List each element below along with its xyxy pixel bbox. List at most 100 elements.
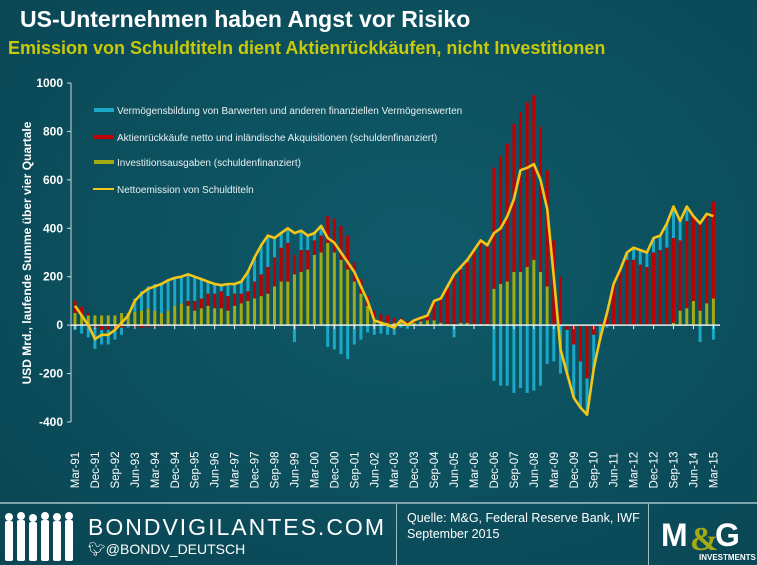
bar-segment-aktienrueckkaeufe [632,259,636,326]
people-silhouettes-icon [5,512,73,561]
bar-segment-vermoegensbildung [153,283,157,311]
bar-segment-vermoegensbildung [319,225,323,236]
bar-segment-vermoegensbildung [525,325,529,393]
source-line: Quelle: M&G, Federal Reserve Bank, IWF [407,511,640,525]
bar-segment-investitionsausgaben [286,281,290,326]
legend-label-aktienrueckkaeufe: Aktienrückkäufe netto und inländische Ak… [117,133,437,144]
bar-segment-investitionsausgaben [339,259,343,326]
bar-segment-vermoegensbildung [326,325,330,347]
bar-segment-investitionsausgaben [492,288,496,326]
bar-segment-vermoegensbildung [399,325,403,328]
bar-segment-aktienrueckkaeufe [253,281,257,299]
bar-segment-investitionsausgaben [173,305,177,326]
legend-swatch-cyan [94,108,114,112]
bar-segment-aktienrueckkaeufe [711,201,715,299]
x-tick-label: Dec-94 [170,451,182,489]
bar-segment-aktienrueckkaeufe [652,252,656,326]
bar-segment-investitionsausgaben [465,322,469,326]
bar-segment-investitionsausgaben [711,298,715,326]
bar-segment-aktienrueckkaeufe [419,319,423,322]
bar-segment-aktienrueckkaeufe [226,296,230,311]
bar-segment-vermoegensbildung [565,329,569,374]
bar-segment-aktienrueckkaeufe [199,298,203,309]
bar-segment-investitionsausgaben [366,305,370,326]
bar-segment-investitionsausgaben [179,303,183,326]
bar-segment-vermoegensbildung [186,274,190,301]
y-tick-label: 600 [43,173,63,187]
bar-segment-investitionsausgaben [372,320,376,326]
page-subtitle: Emission von Schuldtiteln dient Aktienrü… [8,38,606,58]
bar-segment-vermoegensbildung [545,325,549,364]
legend: Vermögensbildung von Barwerten und ander… [93,106,462,196]
bar-segment-aktienrueckkaeufe [439,298,443,323]
bar-segment-vermoegensbildung [519,325,523,389]
bar-segment-investitionsausgaben [705,303,709,326]
bar-segment-investitionsausgaben [219,308,223,326]
y-tick-label: 800 [43,124,63,138]
bar-segment-vermoegensbildung [286,228,290,243]
mg-investments-logo: M & G INVESTMENTS [661,517,757,562]
x-tick-label: Jun-96 [210,452,222,487]
bar-segment-vermoegensbildung [598,325,602,340]
page-title: US-Unternehmen haben Angst vor Risiko [20,6,471,32]
bar-segment-investitionsausgaben [73,313,77,326]
bar-segment-aktienrueckkaeufe [286,242,290,282]
bar-segment-vermoegensbildung [499,325,503,386]
bar-segment-vermoegensbildung [166,280,170,311]
bar-segment-aktienrueckkaeufe [638,264,642,326]
bar-segment-vermoegensbildung [678,221,682,241]
bar-segment-vermoegensbildung [339,325,343,355]
bar-segment-aktienrueckkaeufe [645,267,649,326]
x-tick-label: Dec-12 [649,451,661,488]
bar-segment-investitionsausgaben [246,300,250,326]
bar-segment-vermoegensbildung [239,281,243,294]
bar-segment-vermoegensbildung [253,257,257,282]
bar-segment-investitionsausgaben [691,300,695,326]
x-tick-label: Sep-04 [429,451,441,489]
bar-segment-investitionsausgaben [140,310,143,326]
bar-segment-aktienrueckkaeufe [432,300,436,321]
bar-segment-investitionsausgaben [213,308,217,326]
bar-segment-vermoegensbildung [266,235,270,268]
x-tick-label: Jun-14 [688,452,700,488]
bar-segment-aktienrueckkaeufe [658,250,662,326]
bar-segment-investitionsausgaben [319,252,323,326]
legend-label-nettoemission: Nettoemission von Schuldtiteln [117,185,254,196]
twitter-icon: 🐦︎ [88,541,106,557]
legend-swatch-red [94,135,114,139]
bar-segment-investitionsausgaben [120,313,124,326]
x-tick-label: Jun-05 [449,452,461,487]
twitter-handle[interactable]: 🐦︎@BONDV_DEUTSCH [88,541,245,558]
bar-segment-investitionsausgaben [525,267,529,326]
bar-segment-aktienrueckkaeufe [246,291,250,301]
bar-segment-investitionsausgaben [392,322,396,326]
site-name[interactable]: BONDVIGILANTES.COM [88,514,386,540]
bar-segment-investitionsausgaben [545,286,549,326]
bar-segment-aktienrueckkaeufe [472,251,476,324]
bar-segment-vermoegensbildung [120,327,124,335]
bar-segment-vermoegensbildung [505,325,509,386]
twitter-handle-text: @BONDV_DEUTSCH [105,541,246,557]
bar-segment-investitionsausgaben [166,310,170,326]
bar-segment-investitionsausgaben [359,293,363,326]
x-tick-label: Jun-11 [609,453,621,487]
bar-segment-aktienrueckkaeufe [106,325,110,330]
svg-text:G: G [715,517,740,553]
bar-segment-investitionsausgaben [80,314,84,326]
bar-segment-aktienrueckkaeufe [279,247,283,282]
bar-segment-aktienrueckkaeufe [532,95,536,260]
bar-segment-aktienrueckkaeufe [219,291,223,309]
bar-segment-investitionsausgaben [685,308,689,326]
x-tick-label: Mar-09 [549,452,561,488]
bar-segment-aktienrueckkaeufe [379,314,383,322]
bar-segment-vermoegensbildung [206,281,210,294]
bar-segment-vermoegensbildung [219,285,223,292]
bar-segment-investitionsausgaben [419,321,423,326]
x-tick-label: Dec-97 [250,451,262,488]
bar-segment-investitionsausgaben [113,315,117,326]
y-tick-label: 0 [56,318,63,332]
bar-segment-investitionsausgaben [399,322,403,326]
bar-segment-vermoegensbildung [578,361,582,408]
bar-segment-aktienrueckkaeufe [691,216,695,301]
bar-segment-investitionsausgaben [432,320,436,326]
